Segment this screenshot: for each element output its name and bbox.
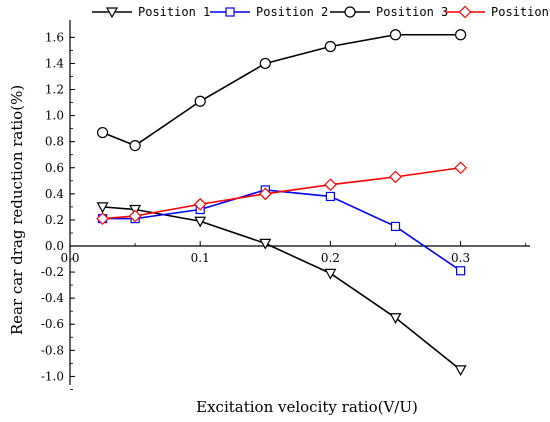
position-4-point xyxy=(389,170,402,184)
legend-swatch-marker xyxy=(105,7,119,19)
position-4-point xyxy=(324,178,337,192)
legend-item-position-1: Position 1 xyxy=(92,5,210,19)
y-tick-label: 0.8 xyxy=(45,135,64,149)
y-tick-label: 0.6 xyxy=(45,161,64,175)
position-3-point xyxy=(455,29,467,41)
position-2-series xyxy=(97,185,466,276)
y-tick-label: -1.0 xyxy=(41,369,64,383)
axes xyxy=(69,20,530,390)
legend-label: Position 3 xyxy=(376,5,448,19)
position-3-point xyxy=(324,40,336,53)
position-1-point xyxy=(324,268,337,280)
position-1-point xyxy=(389,313,402,324)
y-tick-label: 1.2 xyxy=(45,83,64,97)
y-tick-label: 1.4 xyxy=(45,56,64,70)
position-3-series xyxy=(96,29,467,152)
tick-labels: -1.0-0.8-0.6-0.4-0.20.00.20.40.60.81.01.… xyxy=(41,30,470,383)
legend: Position 1 Position 2 Position 3 Position 4 xyxy=(92,5,550,19)
position-3-point xyxy=(129,139,141,152)
y-tick-label: -0.8 xyxy=(41,343,64,357)
position-4-line xyxy=(102,166,461,220)
x-tick-label: 0.1 xyxy=(191,251,210,265)
legend-swatch-marker xyxy=(225,7,235,17)
position-4-point xyxy=(128,209,142,223)
position-3-point xyxy=(389,29,402,41)
y-tick-label: 0.2 xyxy=(45,213,64,227)
y-tick-label: 0.0 xyxy=(45,239,64,253)
y-tick-label: -0.6 xyxy=(41,317,64,331)
y-axis-label: Rear car drag reduction ratio(%) xyxy=(8,85,26,335)
position-1-point xyxy=(194,216,207,228)
position-1-point xyxy=(259,238,272,250)
y-tick-label: -0.2 xyxy=(41,265,64,279)
position-2-point xyxy=(325,191,335,202)
legend-item-position-4: Position 4 xyxy=(445,5,550,19)
position-4-point xyxy=(96,212,109,225)
position-4-point xyxy=(454,161,467,175)
y-tick-label: 1.6 xyxy=(45,30,64,44)
legend-label: Position 4 xyxy=(491,5,550,19)
position-4-series xyxy=(96,161,467,225)
position-3-point xyxy=(259,57,271,70)
position-4-point xyxy=(258,187,272,201)
series-group xyxy=(96,29,467,377)
y-tick-label: 1.0 xyxy=(45,109,64,123)
y-tick-label: -0.4 xyxy=(41,291,65,305)
position-1-point xyxy=(96,202,109,214)
position-3-line xyxy=(102,33,461,147)
position-2-point xyxy=(456,266,466,276)
legend-swatch-marker xyxy=(344,6,356,18)
legend-item-position-2: Position 2 xyxy=(210,5,328,19)
legend-swatch-marker xyxy=(458,5,472,19)
position-1-line xyxy=(102,206,462,371)
legend-label: Position 1 xyxy=(138,5,210,19)
position-1-point xyxy=(454,365,467,377)
position-2-point xyxy=(390,221,401,232)
position-2-line xyxy=(102,189,462,272)
y-tick-label: 0.4 xyxy=(45,187,64,201)
legend-label: Position 2 xyxy=(256,5,328,19)
position-4-point xyxy=(193,197,207,211)
position-3-point xyxy=(96,126,109,139)
x-axis-label: Excitation velocity ratio(V/U) xyxy=(196,398,418,416)
x-tick-label: 0.0 xyxy=(60,251,79,265)
legend-item-position-3: Position 3 xyxy=(330,5,448,19)
x-tick-label: 0.2 xyxy=(321,251,340,265)
position-3-point xyxy=(194,95,206,107)
position-1-series xyxy=(96,202,467,377)
x-tick-label: 0.3 xyxy=(451,251,470,265)
